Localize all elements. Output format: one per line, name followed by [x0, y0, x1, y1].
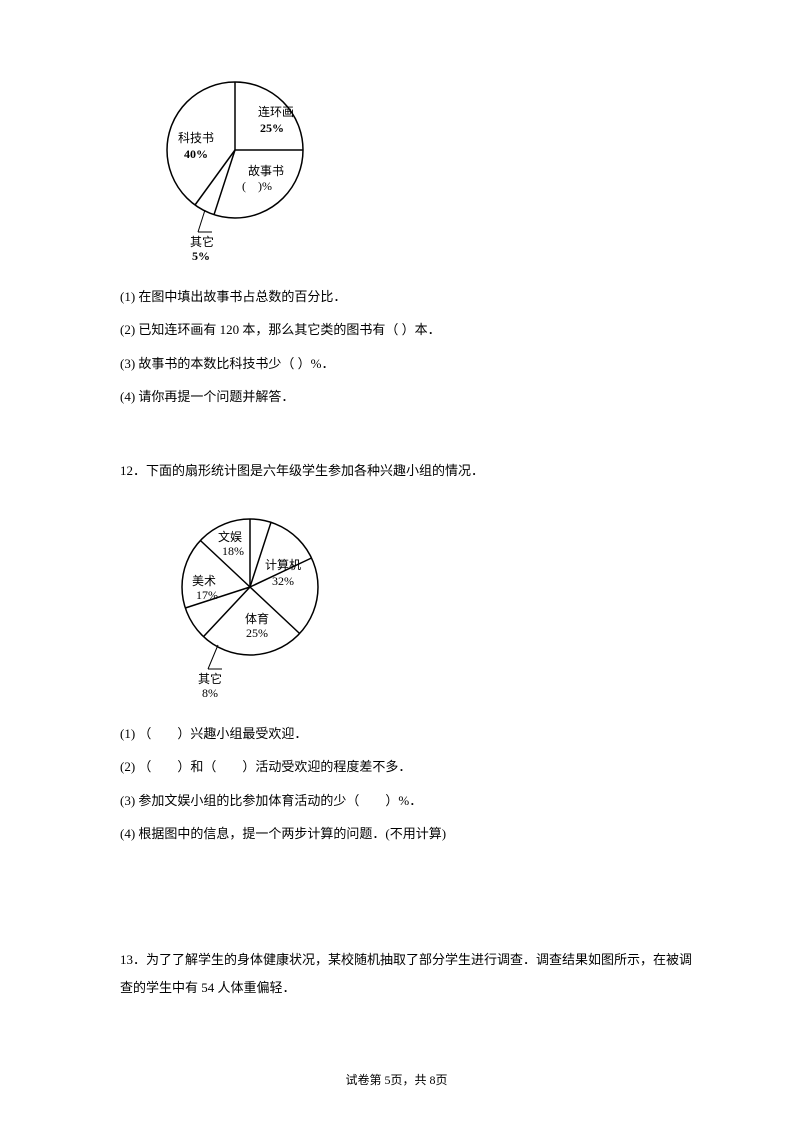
- chart2-label-qita: 其它: [198, 671, 222, 686]
- chart1-label-qita: 其它: [190, 234, 214, 249]
- q2-2: (2) （ ）和（ ）活动受欢迎的程度差不多．: [120, 755, 693, 778]
- chart1-label-gushishu: 故事书: [248, 163, 284, 178]
- page-footer: 试卷第 5页，共 8页: [0, 1070, 793, 1092]
- q1-3: (3) 故事书的本数比科技书少（ ）%．: [120, 352, 693, 375]
- questions-2-list: (1) （ ）兴趣小组最受欢迎． (2) （ ）和（ ）活动受欢迎的程度差不多．…: [120, 722, 693, 846]
- problem-12-intro: 12．下面的扇形统计图是六年级学生参加各种兴趣小组的情况．: [120, 459, 693, 482]
- chart1-percent-qita: 5%: [192, 249, 210, 263]
- chart2-label-tiyu: 体育: [245, 611, 269, 626]
- problem-13-text: 13．为了了解学生的身体健康状况，某校随机抽取了部分学生进行调查．调查结果如图所…: [120, 946, 693, 1003]
- q1-4: (4) 请你再提一个问题并解答．: [120, 385, 693, 408]
- chart1-label-lianhuanhua: 连环画: [258, 104, 294, 119]
- questions-1-list: (1) 在图中填出故事书占总数的百分比． (2) 已知连环画有 120 本，那么…: [120, 285, 693, 409]
- chart1-percent-kejishu: 40%: [184, 147, 208, 161]
- q2-3: (3) 参加文娱小组的比参加体育活动的少（ ）%．: [120, 789, 693, 812]
- chart2-percent-wenyu: 18%: [222, 544, 244, 558]
- chart2-percent-meishu: 17%: [196, 588, 218, 602]
- chart1-percent-gushishu: ( )%: [242, 179, 272, 193]
- pie-chart-2: 文娱 18% 计算机 32% 体育 25% 美术 17% 其它 8%: [140, 497, 360, 707]
- chart2-percent-qita: 8%: [202, 686, 218, 700]
- chart-2-container: 文娱 18% 计算机 32% 体育 25% 美术 17% 其它 8%: [140, 497, 693, 707]
- chart2-label-wenyu: 文娱: [218, 529, 242, 544]
- pie-chart-1: 连环画 25% 故事书 ( )% 科技书 40% 其它 5%: [140, 60, 340, 270]
- chart1-label-kejishu: 科技书: [178, 131, 214, 145]
- q2-4: (4) 根据图中的信息，提一个两步计算的问题．(不用计算): [120, 822, 693, 845]
- q1-2: (2) 已知连环画有 120 本，那么其它类的图书有（ ）本．: [120, 318, 693, 341]
- q2-1: (1) （ ）兴趣小组最受欢迎．: [120, 722, 693, 745]
- chart-1-container: 连环画 25% 故事书 ( )% 科技书 40% 其它 5%: [140, 60, 693, 270]
- chart2-percent-tiyu: 25%: [246, 626, 268, 640]
- chart1-percent-lianhuanhua: 25%: [260, 121, 284, 135]
- chart2-label-jisuanji: 计算机: [265, 557, 301, 572]
- chart2-percent-jisuanji: 32%: [272, 574, 294, 588]
- chart2-label-meishu: 美术: [192, 574, 216, 588]
- q1-1: (1) 在图中填出故事书占总数的百分比．: [120, 285, 693, 308]
